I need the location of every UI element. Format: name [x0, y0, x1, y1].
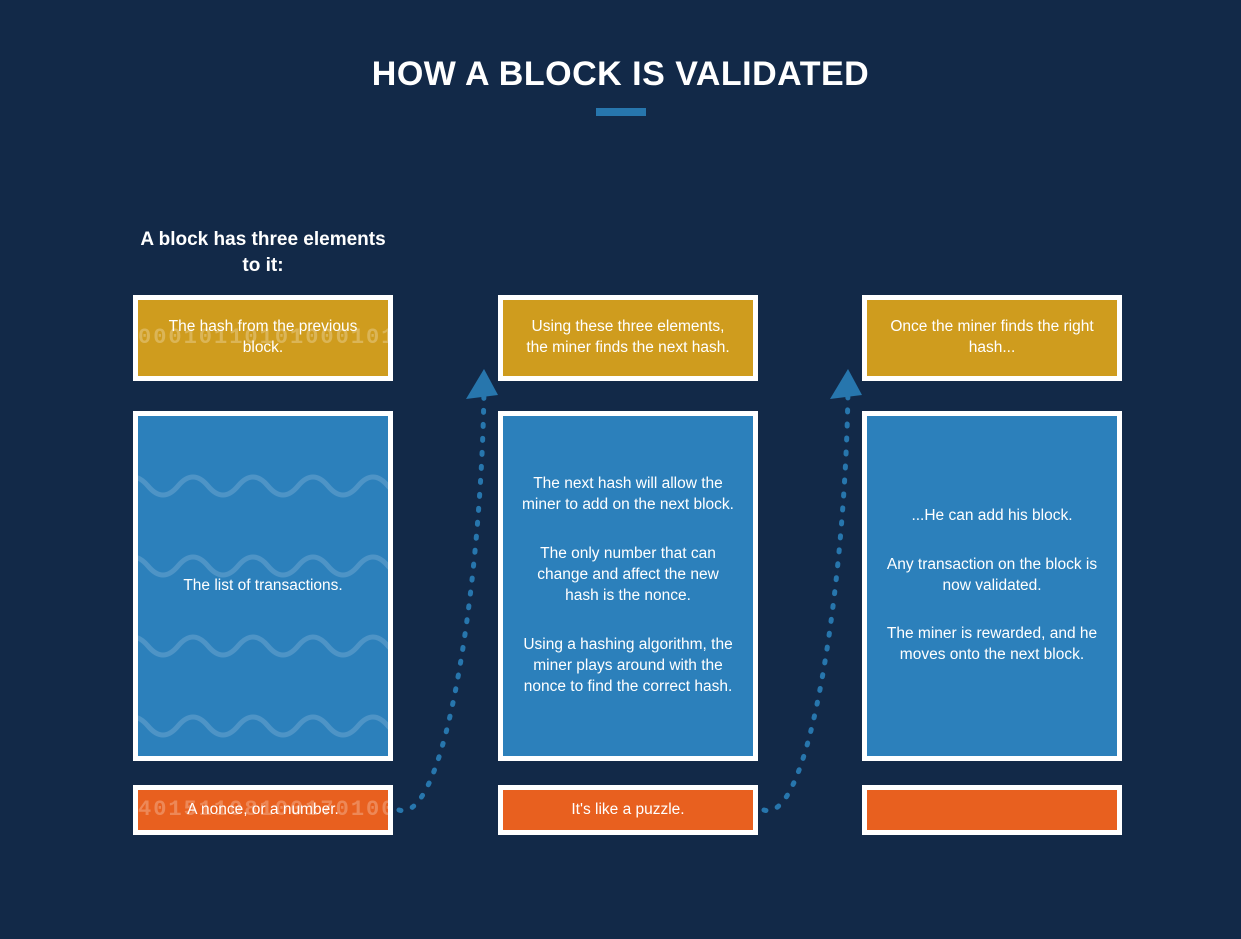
col2-blue-text-2: The only number that can change and affe… — [521, 544, 735, 607]
col1-yellow-text: The hash from the previous block. — [156, 317, 370, 359]
col1-yellow-card: 0001011010100010180011 The hash from the… — [133, 295, 393, 381]
wave-decor — [133, 631, 393, 661]
col3-blue-text-1: ...He can add his block. — [911, 506, 1072, 527]
wave-decor — [133, 471, 393, 501]
column-1: 0001011010100010180011 The hash from the… — [133, 295, 393, 835]
title-underline — [596, 108, 646, 116]
col2-blue-text-3: Using a hashing algorithm, the miner pla… — [521, 635, 735, 698]
col1-blue-card: The list of transactions. — [133, 411, 393, 761]
col1-orange-text: A nonce, or a number. — [187, 800, 339, 821]
col2-blue-text-1: The next hash will allow the miner to ad… — [521, 474, 735, 516]
column-2: Using these three elements, the miner fi… — [498, 295, 758, 835]
col3-yellow-text: Once the miner finds the right hash... — [885, 317, 1099, 359]
col2-orange-card: It's like a puzzle. — [498, 785, 758, 835]
col3-blue-card: ...He can add his block. Any transaction… — [862, 411, 1122, 761]
col1-orange-card: 4015110810017010051 A nonce, or a number… — [133, 785, 393, 835]
col3-blue-text-2: Any transaction on the block is now vali… — [885, 555, 1099, 597]
wave-decor — [133, 711, 393, 741]
col2-yellow-card: Using these three elements, the miner fi… — [498, 295, 758, 381]
col3-blue-text-3: The miner is rewarded, and he moves onto… — [885, 624, 1099, 666]
col1-blue-text-1: The list of transactions. — [183, 576, 342, 597]
col3-yellow-card: Once the miner finds the right hash... — [862, 295, 1122, 381]
col2-orange-text: It's like a puzzle. — [571, 800, 684, 821]
col2-blue-card: The next hash will allow the miner to ad… — [498, 411, 758, 761]
subtitle: A block has three elements to it: — [133, 227, 393, 278]
page-title: HOW A BLOCK IS VALIDATED — [0, 55, 1241, 94]
col3-orange-card — [862, 785, 1122, 835]
column-3: Once the miner finds the right hash... .… — [862, 295, 1122, 835]
col2-yellow-text: Using these three elements, the miner fi… — [521, 317, 735, 359]
